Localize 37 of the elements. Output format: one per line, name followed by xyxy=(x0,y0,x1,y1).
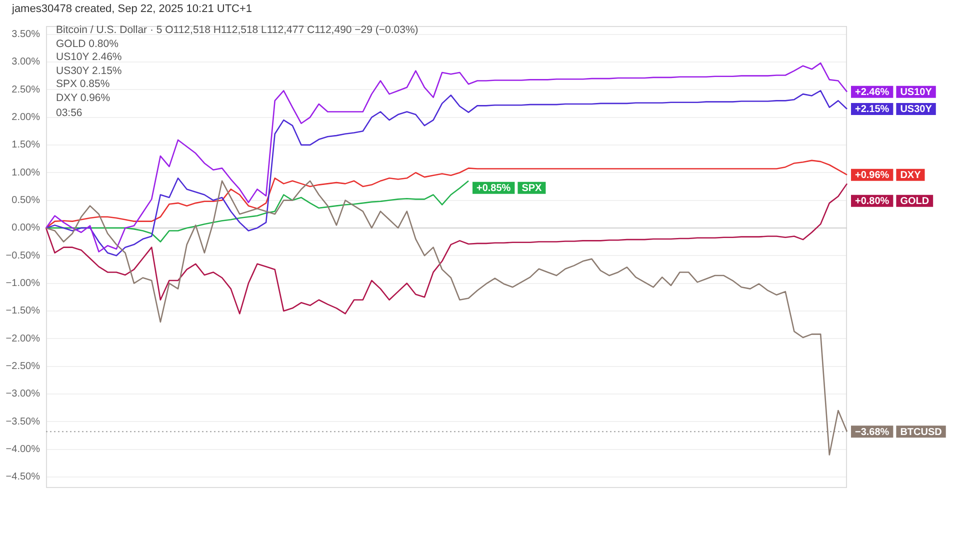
y-tick-label: −2.50% xyxy=(6,361,40,372)
annotation: SPX 0.85% xyxy=(56,78,111,92)
legend-label: US30Y xyxy=(900,104,932,116)
data-label: +0.80% xyxy=(855,196,890,208)
y-tick-label: 1.50% xyxy=(12,140,40,151)
data-label: +0.85% xyxy=(476,183,511,194)
y-tick-label: −4.50% xyxy=(6,472,40,483)
y-tick-label: 3.00% xyxy=(12,56,40,68)
legend-label: GOLD xyxy=(900,196,930,208)
annotation: GOLD 0.80% xyxy=(56,38,120,51)
legend-label: US10Y xyxy=(900,87,932,98)
y-tick-label: 0.50% xyxy=(12,195,40,206)
y-tick-label: −3.50% xyxy=(6,416,40,428)
y-tick-label: 2.50% xyxy=(12,84,40,96)
y-tick-label: −1.50% xyxy=(6,306,40,317)
legend-label: DXY xyxy=(900,170,922,182)
y-tick-label: −3.00% xyxy=(6,388,40,400)
data-label: −3.68% xyxy=(855,426,890,438)
annotation: 03:56 xyxy=(56,107,84,120)
data-label: +2.46% xyxy=(855,87,890,98)
chart-subtitle: Bitcoin / U.S. Dollar · 5 O112,518 H112,518 L112,477 C112,490 −29 (−0.03%) xyxy=(56,24,418,38)
annotation: US10Y 2.46% xyxy=(56,51,123,64)
data-label: +2.15% xyxy=(855,104,890,116)
y-tick-label: 3.50% xyxy=(12,29,40,40)
y-tick-label: 2.00% xyxy=(12,112,40,124)
legend-label: BTCUSD xyxy=(900,426,942,438)
y-tick-label: −4.00% xyxy=(6,444,40,456)
y-tick-label: 0.00% xyxy=(12,222,40,234)
chart-title: james30478 created, Sep 22, 2025 10:21 UTC+1 xyxy=(12,3,252,15)
y-tick-label: −2.00% xyxy=(6,333,40,344)
annotation: DXY 0.96% xyxy=(56,92,112,105)
data-label: +0.96% xyxy=(855,170,890,182)
y-tick-label: −1.00% xyxy=(6,278,40,290)
y-tick-label: 1.00% xyxy=(12,167,40,178)
legend-label: SPX xyxy=(522,183,542,194)
annotation: US30Y 2.15% xyxy=(56,64,123,78)
y-tick-label: −0.50% xyxy=(6,250,40,262)
